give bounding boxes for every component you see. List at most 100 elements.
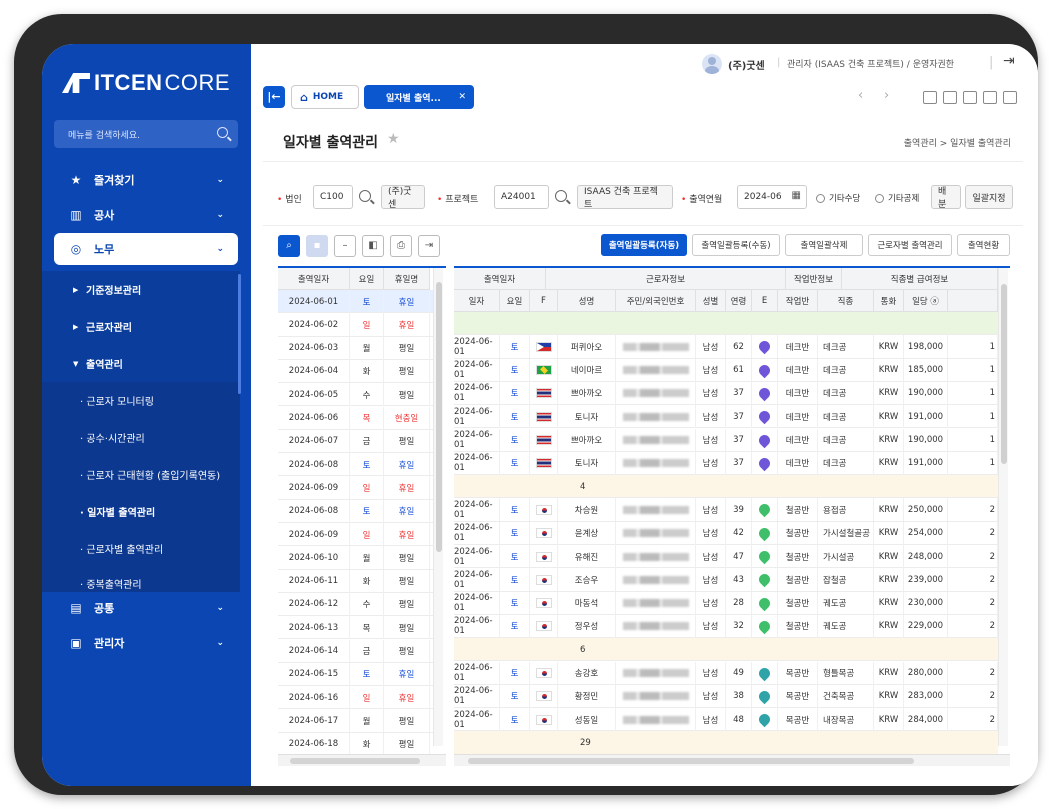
location-pin-icon[interactable] bbox=[756, 595, 773, 611]
excel-button[interactable]: ◧ bbox=[362, 235, 384, 257]
table-row[interactable]: 2024-06-10 월 평일 bbox=[278, 546, 433, 570]
col-header[interactable]: 작업반 bbox=[778, 290, 818, 312]
brand-logo[interactable]: ITCEN CORE bbox=[62, 70, 230, 96]
col-header[interactable]: 출역일자 bbox=[278, 268, 350, 290]
location-pin-icon[interactable] bbox=[756, 339, 773, 355]
attendance-status-button[interactable]: 출역현황 bbox=[957, 234, 1010, 256]
col-header[interactable]: 주민/외국인번호 bbox=[616, 290, 696, 312]
distribute-button[interactable]: 배분 bbox=[931, 185, 961, 210]
split-vertical-icon[interactable] bbox=[983, 91, 997, 104]
table-row[interactable]: 2024-06-18 화 평일 bbox=[278, 732, 433, 756]
sidebar-sub-worker-mgmt[interactable]: ▶ 근로자관리 bbox=[42, 308, 240, 345]
location-pin-icon[interactable] bbox=[756, 502, 773, 518]
sidebar-item-favorites[interactable]: ★ 즐겨찾기 ⌄ bbox=[54, 164, 238, 196]
date-grid-hscroll[interactable] bbox=[278, 754, 446, 766]
col-header[interactable]: 요일 bbox=[500, 290, 530, 312]
table-row[interactable]: 2024-06-16 일 휴일 bbox=[278, 686, 433, 710]
col-header[interactable]: 직종 bbox=[818, 290, 874, 312]
sidebar-item-labor[interactable]: ◎ 노무 ⌄ bbox=[54, 233, 238, 265]
location-pin-icon[interactable] bbox=[756, 711, 773, 728]
date-grid-vscroll[interactable] bbox=[433, 268, 443, 746]
corp-search-icon[interactable] bbox=[356, 185, 376, 209]
col-header[interactable]: 요일 bbox=[350, 268, 384, 290]
table-row[interactable]: 2024-06-09 일 휴일 bbox=[278, 476, 433, 500]
table-row[interactable]: 2024-06-08 토 휴일 bbox=[278, 453, 433, 477]
table-row[interactable]: 2024-06-15 토 휴일 bbox=[278, 662, 433, 687]
table-row[interactable]: 2024-06-12 수 평일 bbox=[278, 592, 433, 617]
table-row[interactable]: 2024-06-01 토 유해진 남성 47 철공반 가시설공 KRW 248,000 2 bbox=[454, 545, 998, 569]
search-button[interactable]: ⌕ bbox=[278, 235, 300, 257]
sidebar-item-common[interactable]: ▤ 공통 ⌄ bbox=[54, 592, 238, 624]
collapse-sidebar-button[interactable]: |← bbox=[263, 86, 285, 108]
project-search-icon[interactable] bbox=[552, 185, 572, 209]
location-pin-icon[interactable] bbox=[756, 432, 773, 448]
col-header[interactable]: 성명 bbox=[558, 290, 616, 312]
close-icon[interactable]: ✕ bbox=[458, 92, 466, 102]
table-row[interactable]: 2024-06-01 토 쁘아까오 남성 37 데크반 데크공 KRW 190,000 1 bbox=[454, 428, 998, 452]
table-row[interactable]: 2024-06-01 토 쁘아까오 남성 37 데크반 데크공 KRW 190,000 1 bbox=[454, 381, 998, 406]
location-pin-icon[interactable] bbox=[756, 455, 773, 472]
table-row[interactable]: 2024-06-01 토 토니자 남성 37 데크반 데크공 KRW 191,000 1 bbox=[454, 405, 998, 429]
location-pin-icon[interactable] bbox=[756, 665, 773, 681]
table-row[interactable]: 2024-06-01 토 조승우 남성 43 철공반 잡철공 KRW 239,000 2 bbox=[454, 568, 998, 592]
col-header[interactable]: 성별 bbox=[696, 290, 726, 312]
scroll-thumb[interactable] bbox=[290, 758, 420, 764]
col-header[interactable]: E bbox=[752, 290, 778, 312]
radio-other-deduction[interactable]: 기타공제 bbox=[875, 192, 919, 204]
table-row[interactable]: 2024-06-02 일 휴일 bbox=[278, 313, 433, 337]
scroll-thumb[interactable] bbox=[468, 758, 914, 764]
table-row[interactable]: 2024-06-11 화 평일 bbox=[278, 569, 433, 593]
worker-attendance-button[interactable]: 근로자별 출역관리 bbox=[868, 234, 952, 256]
location-pin-icon[interactable] bbox=[756, 618, 773, 635]
table-row[interactable]: 2024-06-01 토 퍼퀴아오 남성 62 데크반 데크공 KRW 198,000 1 bbox=[454, 335, 998, 359]
table-row[interactable]: 2024-06-03 월 평일 bbox=[278, 336, 433, 360]
table-row[interactable]: 2024-06-13 목 평일 bbox=[278, 616, 433, 640]
sidebar-leaf-duplicate[interactable]: · 중복출역관리 bbox=[42, 567, 240, 592]
col-header[interactable]: 일자 bbox=[454, 290, 500, 312]
sidebar-sub-attendance-mgmt[interactable]: ▼ 출역관리 bbox=[42, 345, 240, 382]
col-header[interactable]: 일당 ⓐ bbox=[904, 290, 948, 312]
cascade-view-icon[interactable] bbox=[943, 91, 957, 104]
sidebar-leaf-attendance-status[interactable]: · 근로자 근태현황 (출입기록연동) bbox=[42, 456, 240, 493]
sidebar-item-admin[interactable]: ▣ 관리자 ⌄ bbox=[54, 627, 238, 659]
corp-code-input[interactable]: C100 bbox=[313, 185, 353, 209]
table-row[interactable]: 2024-06-17 월 평일 bbox=[278, 709, 433, 733]
table-row[interactable]: 2024-06-01 토 윤계상 남성 42 철공반 가시설철골공 KRW 254,000 2 bbox=[454, 521, 998, 545]
project-code-input[interactable]: A24001 bbox=[494, 185, 549, 209]
location-pin-icon[interactable] bbox=[756, 572, 773, 588]
attendance-grid-vscroll[interactable] bbox=[998, 268, 1008, 746]
tab-home[interactable]: ⌂ HOME bbox=[291, 85, 359, 109]
col-header[interactable]: 휴일명 bbox=[384, 268, 430, 290]
table-row[interactable]: 2024-06-01 토 네이마르 남성 61 데크반 데크공 KRW 185,000 1 bbox=[454, 358, 998, 382]
col-header[interactable]: 연령 bbox=[726, 290, 752, 312]
table-row[interactable]: 2024-06-05 수 평일 bbox=[278, 383, 433, 407]
table-row[interactable]: 2024-06-08 토 휴일 bbox=[278, 499, 433, 523]
sidebar-leaf-man-hour[interactable]: · 공수·시간관리 bbox=[42, 419, 240, 456]
location-pin-icon[interactable] bbox=[756, 385, 773, 402]
export-button[interactable]: ⇥ bbox=[418, 235, 440, 257]
table-row[interactable]: 2024-06-01 토 휴일 bbox=[278, 290, 433, 314]
calendar-icon[interactable]: ▦ bbox=[791, 190, 801, 201]
col-header[interactable]: F bbox=[530, 290, 558, 312]
location-pin-icon[interactable] bbox=[756, 688, 773, 705]
table-row[interactable]: 2024-06-01 토 성동일 남성 48 목공반 내장목공 KRW 284,000 2 bbox=[454, 708, 998, 732]
col-header[interactable]: 통화 bbox=[874, 290, 904, 312]
bulk-delete-button[interactable]: 출역일괄삭제 bbox=[785, 234, 863, 256]
menu-search-input[interactable]: 메뉴를 검색하세요. bbox=[54, 120, 238, 148]
attendance-grid-hscroll[interactable] bbox=[454, 754, 1010, 766]
sidebar-scrollbar[interactable] bbox=[238, 274, 241, 394]
radio-other-allowance[interactable]: 기타수당 bbox=[816, 192, 860, 204]
location-pin-icon[interactable] bbox=[756, 525, 773, 541]
table-row[interactable]: 2024-06-14 금 평일 bbox=[278, 639, 433, 663]
table-row[interactable]: 2024-06-01 토 마동석 남성 28 철공반 궤도공 KRW 230,000 2 bbox=[454, 591, 998, 615]
print-button[interactable]: ⎙ bbox=[390, 235, 412, 257]
avatar[interactable] bbox=[702, 54, 722, 74]
location-pin-icon[interactable] bbox=[756, 408, 773, 425]
sidebar-leaf-daily-attendance[interactable]: · 일자별 출역관리 bbox=[42, 493, 240, 530]
table-row[interactable]: 2024-06-01 토 황정민 남성 38 목공반 건축목공 KRW 283,000 2 bbox=[454, 684, 998, 709]
table-row[interactable]: 2024-06-07 금 평일 bbox=[278, 429, 433, 454]
split-horizontal-icon[interactable] bbox=[963, 91, 977, 104]
list-view-icon[interactable] bbox=[923, 91, 937, 104]
table-row[interactable]: 2024-06-04 화 평일 bbox=[278, 359, 433, 384]
location-pin-icon[interactable] bbox=[756, 362, 773, 378]
